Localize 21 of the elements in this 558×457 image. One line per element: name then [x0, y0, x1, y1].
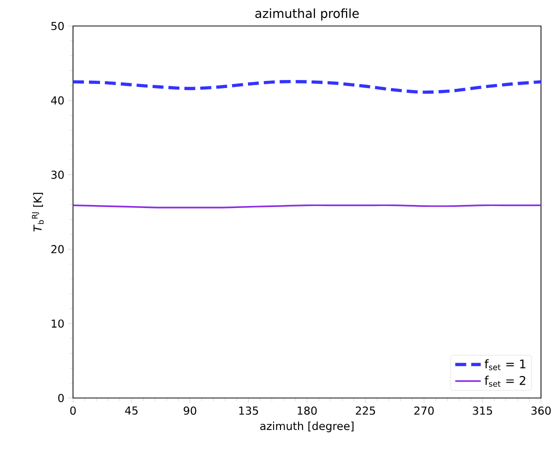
- x-tick-label: 360: [531, 406, 551, 415]
- legend-label: f$_{set}$ = 1: [484, 359, 526, 370]
- y-tick-label: 30: [51, 170, 64, 179]
- x-tick-label: 270: [414, 406, 434, 415]
- y-axis-title: T$_{b}$$^{RJ}$ [K]: [32, 192, 44, 232]
- y-tick-label: 10: [52, 319, 64, 328]
- line-series: [73, 80, 542, 94]
- legend-label: f$_{set}$ = 2: [484, 376, 526, 387]
- y-tick-label: 20: [51, 245, 64, 254]
- x-tick-label: 180: [298, 406, 317, 415]
- y-tick-label: 0: [58, 394, 64, 402]
- x-tick-label: 135: [239, 406, 258, 415]
- x-tick-label: 90: [184, 406, 196, 415]
- y-tick-label: 50: [51, 22, 64, 30]
- x-tick-label: 225: [356, 406, 376, 415]
- chart-title: azimuthal profile: [255, 8, 359, 20]
- y-tick-label: 40: [51, 96, 64, 105]
- x-tick-label: 45: [125, 406, 138, 415]
- x-tick-label: 315: [472, 406, 492, 415]
- x-tick-label: 0: [70, 406, 76, 415]
- x-axis-title: azimuth [degree]: [260, 422, 354, 432]
